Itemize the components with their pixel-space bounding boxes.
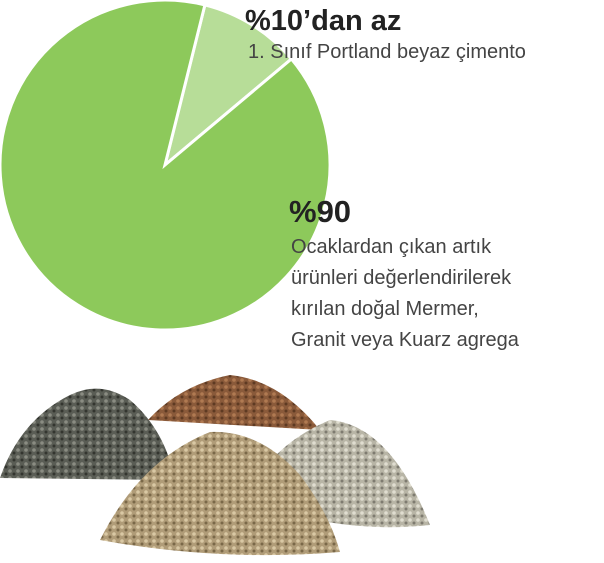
slice-description: ürünleri değerlendirilerek [291,267,512,289]
slice-description: 1. Sınıf Portland beyaz çimento [248,41,526,63]
gravel-image [0,375,430,555]
slice-description: kırılan doğal Mermer, [291,298,479,320]
infographic: %10’dan az %90 1. Sınıf Portland beyaz ç… [0,0,604,563]
slice-label: %90 [289,194,351,229]
slice-description: Ocaklardan çıkan artık [291,236,492,258]
slice-label: %10’dan az [245,5,401,37]
gravel-pile [0,389,175,480]
slice-description: Granit veya Kuarz agrega [291,329,520,351]
gravel-pile [148,375,320,430]
